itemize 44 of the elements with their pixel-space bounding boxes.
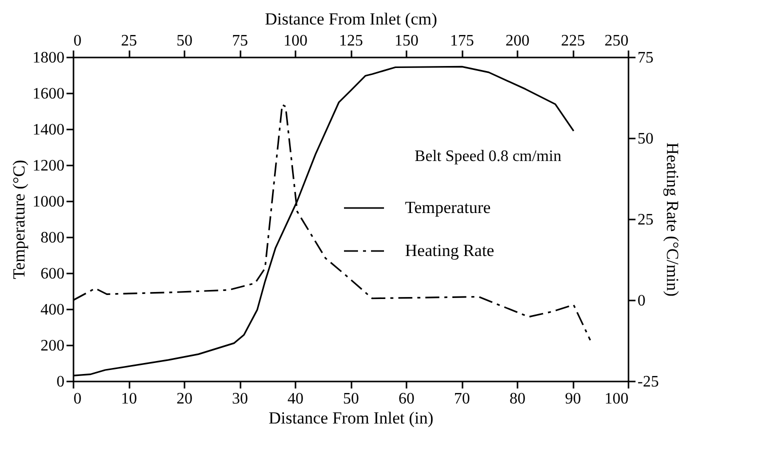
y2-tick-label: 75 [638,50,654,66]
x-tick-label: 40 [288,390,304,408]
y2-tick-label: 0 [638,292,646,310]
x-tick-label: 50 [343,390,359,408]
x2-tick-label: 0 [74,32,82,50]
y-tick-label: 1000 [32,194,64,210]
y-tick-label: 200 [40,338,64,354]
y-tick-label: 800 [40,230,64,246]
annotation: Belt Speed 0.8 cm/min [414,148,562,165]
x-tick-label: 20 [176,390,192,408]
x2-tick-label: 175 [450,32,474,50]
x-tick-label: 70 [454,390,470,408]
y-tick-label: 600 [40,266,64,282]
x-tick-label: 60 [398,390,414,408]
y2-axis-title: Heating Rate (°C/min) [662,142,682,297]
x-tick-label: 90 [565,390,581,408]
y-tick-label: 1800 [32,50,64,66]
x2-tick-label: 225 [561,32,585,50]
x-tick-label: 80 [510,390,526,408]
legend-label: Heating Rate [405,241,494,260]
x-tick-label: 100 [604,390,628,408]
x2-tick-label: 125 [339,32,363,50]
y2-tick-label: 25 [638,212,654,228]
y-tick-label: 0 [56,374,64,390]
y-tick-label: 1200 [32,158,64,174]
x2-tick-label: 50 [176,32,192,50]
x-tick-label: 10 [121,390,137,408]
x-tick-label: 0 [74,390,82,408]
y-tick-label: 1600 [32,86,64,102]
y-tick-label: 400 [40,302,64,318]
x2-tick-label: 150 [394,32,418,50]
x2-tick-label: 75 [232,32,248,50]
x2-axis-title: Distance From Inlet (cm) [264,10,438,28]
x2-tick-label: 100 [284,32,308,50]
y-tick-label: 1400 [32,122,64,138]
x-tick-label: 30 [232,390,248,408]
x2-tick-label: 250 [604,32,628,50]
y2-tick-label: -25 [638,374,659,390]
legend-label: Temperature [405,198,491,217]
y-axis-title: Temperature (°C) [10,160,28,280]
x2-tick-label: 25 [121,32,137,50]
x2-tick-label: 200 [506,32,530,50]
y2-tick-label: 50 [638,130,654,148]
x-axis-title: Distance From Inlet (in) [268,408,434,428]
